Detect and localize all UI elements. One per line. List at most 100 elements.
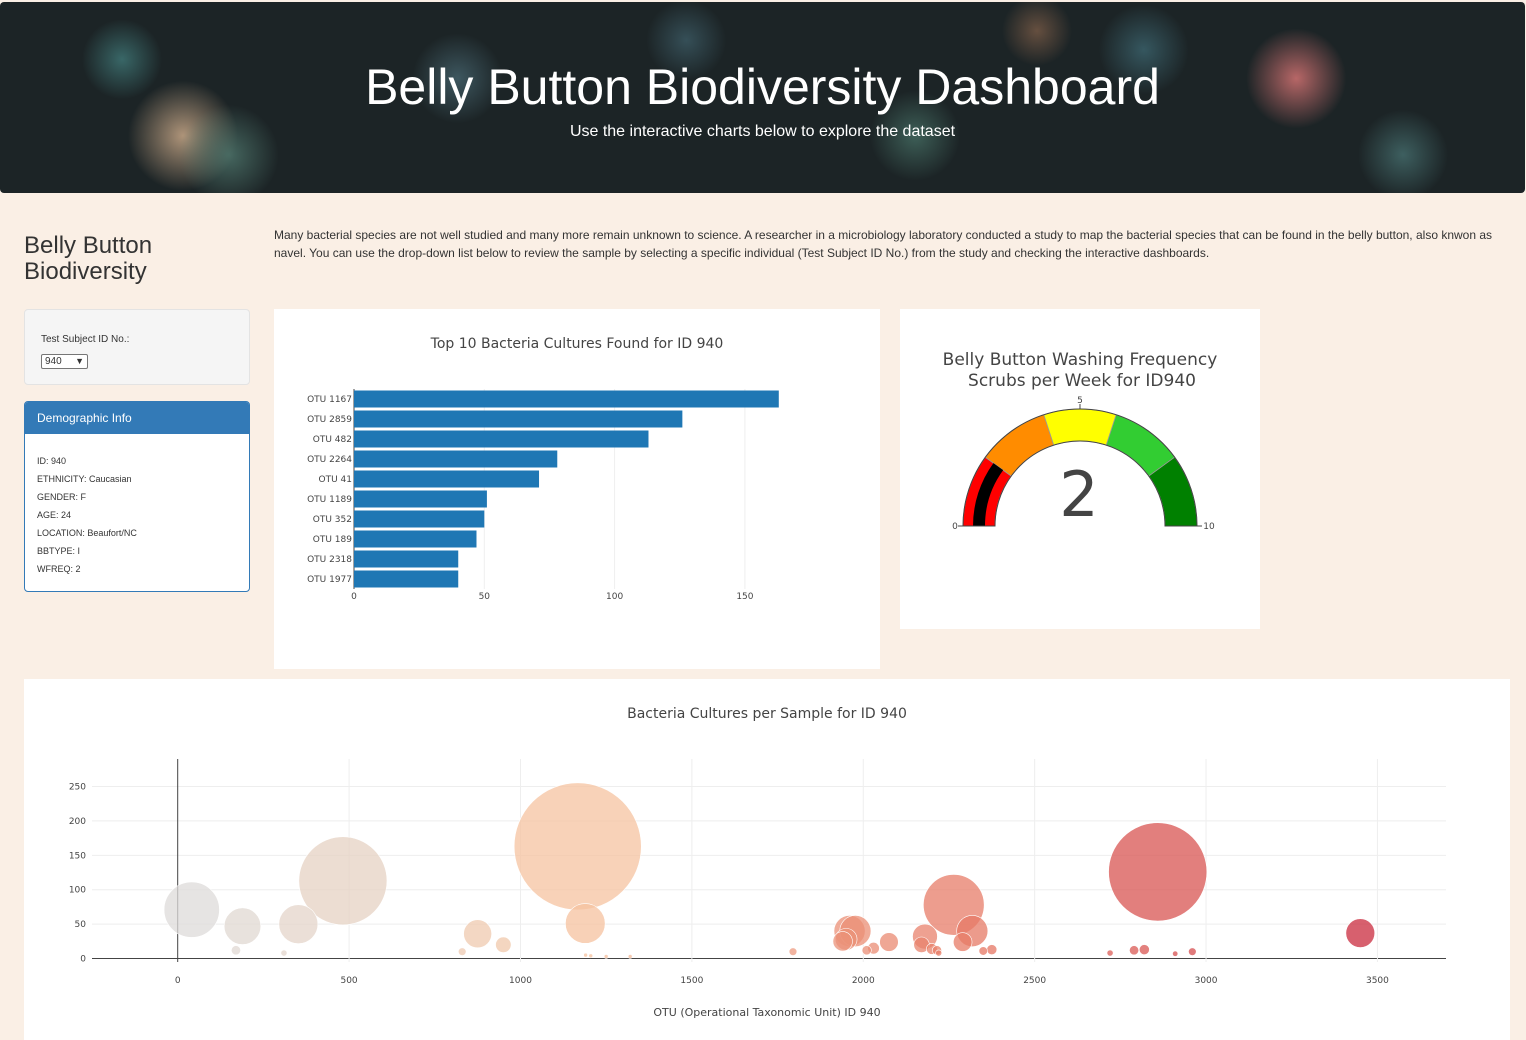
bar-mark[interactable] — [354, 410, 683, 428]
bar-y-tick-label: OTU 1167 — [307, 395, 352, 405]
bubble-mark[interactable] — [278, 904, 319, 944]
gauge-tick-mid: 5 — [1077, 396, 1083, 406]
bubble-mark[interactable] — [163, 881, 220, 938]
bar-y-tick-label: OTU 1977 — [307, 575, 352, 585]
bubble-mark[interactable] — [603, 954, 609, 959]
bubble-mark[interactable] — [1129, 945, 1140, 956]
bubble-mark[interactable] — [1172, 950, 1179, 957]
bar-y-tick-label: OTU 352 — [313, 515, 352, 525]
bubble-mark[interactable] — [588, 953, 594, 959]
bubble-mark[interactable] — [513, 782, 642, 911]
bubble-mark[interactable] — [1345, 918, 1376, 948]
bubble-x-tick-label: 0 — [175, 976, 181, 986]
bar-mark[interactable] — [354, 430, 649, 448]
gauge-chart: Belly Button Washing Frequency Scrubs pe… — [943, 350, 1218, 532]
bar-y-tick-label: OTU 2264 — [307, 455, 352, 465]
bubble-x-tick-label: 1000 — [509, 976, 532, 986]
demographic-panel: Demographic Info ID: 940 ETHNICITY: Cauc… — [24, 401, 250, 592]
bubble-mark[interactable] — [1188, 947, 1197, 956]
subject-id-select-value: 940 — [45, 356, 62, 367]
bubble-y-tick-label: 50 — [75, 920, 87, 930]
gauge-tick-min: 0 — [952, 522, 958, 532]
bubble-chart: Bacteria Cultures per Sample for ID 940 … — [69, 706, 1446, 1019]
header-banner: Belly Button Biodiversity Dashboard Use … — [0, 2, 1525, 193]
bar-y-tick-label: OTU 2318 — [307, 555, 352, 565]
bar-mark[interactable] — [354, 490, 487, 508]
sidebar-title: Belly Button Biodiversity — [24, 232, 153, 285]
bubble-mark[interactable] — [879, 932, 899, 952]
bubble-y-tick-label: 100 — [69, 886, 86, 896]
bubble-mark[interactable] — [495, 936, 512, 953]
bar-x-tick-label: 50 — [479, 592, 491, 602]
demographic-item: AGE: 24 — [37, 510, 72, 520]
bubble-y-tick-label: 0 — [80, 955, 86, 965]
subject-id-select[interactable]: 940 ▼ — [41, 354, 88, 369]
gauge-tick-max: 10 — [1203, 522, 1215, 532]
bar-chart-card: Top 10 Bacteria Cultures Found for ID 94… — [274, 309, 880, 669]
bubble-mark[interactable] — [935, 949, 943, 957]
gauge-outline — [962, 408, 1198, 527]
bubble-mark[interactable] — [583, 952, 588, 958]
bubble-mark[interactable] — [861, 945, 872, 956]
demographic-list: ID: 940 ETHNICITY: Caucasian GENDER: F A… — [25, 434, 249, 578]
bar-mark[interactable] — [354, 530, 477, 548]
bubble-y-tick-label: 250 — [69, 783, 86, 793]
bubble-mark[interactable] — [986, 944, 998, 955]
bar-mark[interactable] — [354, 550, 459, 568]
bubble-mark[interactable] — [1108, 822, 1208, 922]
bubble-mark[interactable] — [298, 836, 388, 926]
bubble-y-tick-label: 150 — [69, 851, 86, 861]
gauge-step — [1043, 408, 1117, 446]
bar-mark[interactable] — [354, 450, 558, 468]
bubble-mark[interactable] — [788, 947, 798, 956]
bubble-chart-title: Bacteria Cultures per Sample for ID 940 — [627, 706, 907, 722]
bubble-mark[interactable] — [1138, 944, 1150, 955]
bar-mark[interactable] — [354, 570, 459, 588]
chevron-down-icon: ▼ — [75, 356, 84, 366]
bar-y-tick-label: OTU 1189 — [307, 495, 352, 505]
demographic-panel-title: Demographic Info — [25, 402, 249, 434]
bubble-mark[interactable] — [223, 907, 262, 945]
bubble-x-tick-label: 3500 — [1366, 976, 1389, 986]
bubble-x-tick-label: 500 — [340, 976, 357, 986]
gauge-value: 2 — [1059, 458, 1098, 531]
bubble-x-tick-label: 2500 — [1023, 976, 1046, 986]
bubble-mark[interactable] — [565, 903, 606, 944]
bar-mark[interactable] — [354, 390, 779, 408]
bar-y-tick-label: OTU 2859 — [307, 415, 352, 425]
intro-text: Many bacterial species are not well stud… — [274, 228, 1493, 260]
bar-x-tick-label: 0 — [351, 592, 357, 602]
bar-x-tick-label: 150 — [736, 592, 753, 602]
gauge-value-bar — [973, 463, 1004, 526]
bubble-mark[interactable] — [458, 947, 467, 956]
bar-y-tick-label: OTU 482 — [313, 435, 352, 445]
bubble-mark[interactable] — [627, 954, 633, 959]
bubble-mark[interactable] — [978, 946, 988, 956]
subject-select-well: Test Subject ID No.: 940 ▼ — [24, 309, 250, 385]
bar-y-tick-label: OTU 41 — [319, 475, 352, 485]
bubble-chart-xlabel: OTU (Operational Taxonomic Unit) ID 940 — [653, 1006, 880, 1019]
bubble-mark[interactable] — [280, 949, 288, 957]
page-subtitle: Use the interactive charts below to expl… — [569, 123, 956, 140]
demographic-item: LOCATION: Beaufort/NC — [37, 528, 137, 538]
page-title: Belly Button Biodiversity Dashboard — [365, 59, 1160, 115]
bar-mark[interactable] — [354, 470, 540, 488]
bubble-mark[interactable] — [230, 945, 241, 956]
gauge-chart-card: Belly Button Washing Frequency Scrubs pe… — [900, 309, 1260, 629]
bubble-mark[interactable] — [832, 931, 853, 952]
bar-chart-title: Top 10 Bacteria Cultures Found for ID 94… — [430, 336, 724, 352]
subject-select-label: Test Subject ID No.: — [41, 334, 130, 345]
bar-x-tick-label: 100 — [606, 592, 623, 602]
demographic-item: BBTYPE: I — [37, 546, 81, 556]
bar-mark[interactable] — [354, 510, 485, 528]
bar-chart: Top 10 Bacteria Cultures Found for ID 94… — [307, 336, 779, 602]
bubble-mark[interactable] — [953, 932, 973, 952]
bubble-chart-card: Bacteria Cultures per Sample for ID 940 … — [24, 679, 1510, 1040]
bubble-x-tick-label: 3000 — [1195, 976, 1218, 986]
bubble-x-tick-label: 1500 — [680, 976, 703, 986]
bar-y-tick-label: OTU 189 — [313, 535, 352, 545]
demographic-item: ETHNICITY: Caucasian — [37, 474, 132, 484]
bubble-mark[interactable] — [1106, 949, 1114, 957]
bubble-mark[interactable] — [463, 919, 492, 949]
bubble-x-tick-label: 2000 — [852, 976, 875, 986]
